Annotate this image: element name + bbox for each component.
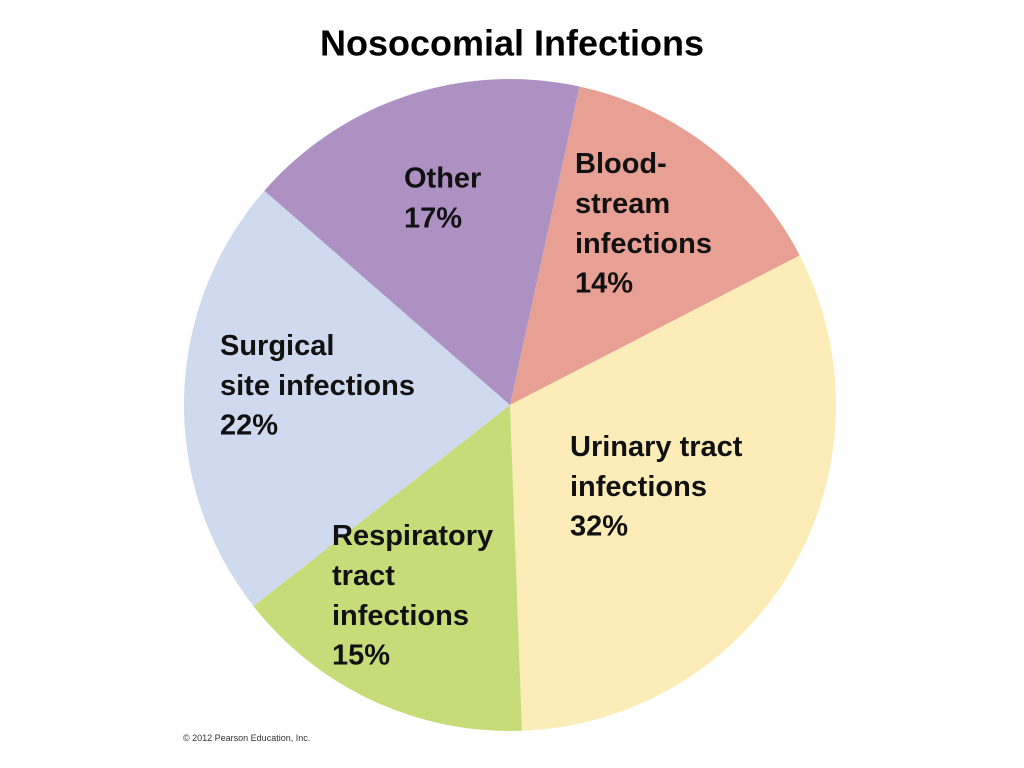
value-label: 17% <box>404 203 462 235</box>
value-label: 15% <box>332 640 390 672</box>
wedge <box>510 255 837 731</box>
category-label: Respiratory tract infections <box>332 520 493 632</box>
chart-title: Nosocomial Infections <box>320 23 704 64</box>
category-label: Urinary tract infections <box>570 431 743 503</box>
value-label: 22% <box>220 410 278 442</box>
category-label: Surgical site infections <box>220 330 415 402</box>
category-label: Other <box>404 163 481 195</box>
wedge <box>253 405 522 731</box>
value-label: 32% <box>570 511 628 543</box>
category-label: Blood-stream infections <box>575 148 712 260</box>
wedge <box>510 86 800 405</box>
wedge <box>184 190 510 607</box>
wedge <box>264 79 580 405</box>
credit: © 2012 Pearson Education, Inc. <box>183 733 310 743</box>
value-label: 14% <box>575 268 633 300</box>
